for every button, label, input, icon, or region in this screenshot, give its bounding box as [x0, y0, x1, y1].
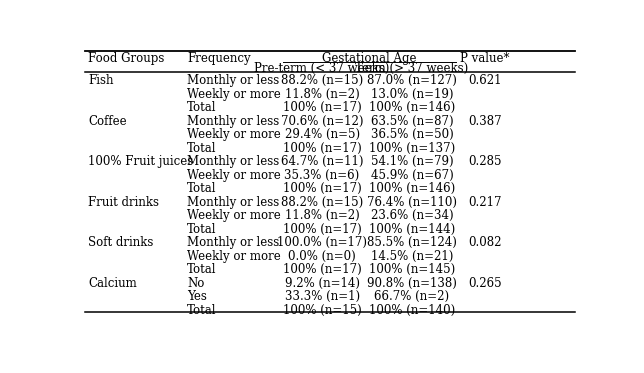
Text: Monthly or less: Monthly or less	[187, 236, 279, 249]
Text: Total: Total	[187, 223, 217, 236]
Text: Total: Total	[187, 182, 217, 195]
Text: 66.7% (n=2): 66.7% (n=2)	[374, 290, 450, 303]
Text: 54.1% (n=79): 54.1% (n=79)	[370, 155, 453, 168]
Text: 100% (n=137): 100% (n=137)	[369, 142, 455, 155]
Text: 90.8% (n=138): 90.8% (n=138)	[367, 277, 457, 290]
Text: Weekly or more: Weekly or more	[187, 169, 281, 182]
Text: 35.3% (n=6): 35.3% (n=6)	[285, 169, 360, 182]
Text: 33.3% (n=1): 33.3% (n=1)	[285, 290, 359, 303]
Text: Calcium: Calcium	[88, 277, 137, 290]
Text: Coffee: Coffee	[88, 115, 127, 128]
Text: Weekly or more: Weekly or more	[187, 88, 281, 101]
Text: 100% Fruit juices: 100% Fruit juices	[88, 155, 194, 168]
Text: Total: Total	[187, 101, 217, 114]
Text: 100% (n=146): 100% (n=146)	[369, 101, 455, 114]
Text: Weekly or more: Weekly or more	[187, 128, 281, 141]
Text: Term (> 37 weeks): Term (> 37 weeks)	[355, 62, 469, 75]
Text: 70.6% (n=12): 70.6% (n=12)	[281, 115, 363, 128]
Text: Pre-term (< 37 weeks): Pre-term (< 37 weeks)	[254, 62, 390, 75]
Text: 64.7% (n=11): 64.7% (n=11)	[281, 155, 363, 168]
Text: Food Groups: Food Groups	[88, 52, 165, 65]
Text: Fish: Fish	[88, 74, 114, 87]
Text: 0.387: 0.387	[468, 115, 502, 128]
Text: 0.621: 0.621	[468, 74, 502, 87]
Text: 85.5% (n=124): 85.5% (n=124)	[367, 236, 457, 249]
Text: 0.217: 0.217	[468, 196, 502, 209]
Text: Weekly or more: Weekly or more	[187, 209, 281, 222]
Text: 36.5% (n=50): 36.5% (n=50)	[370, 128, 453, 141]
Text: Monthly or less: Monthly or less	[187, 115, 279, 128]
Text: 9.2% (n=14): 9.2% (n=14)	[285, 277, 359, 290]
Text: 0.082: 0.082	[468, 236, 502, 249]
Text: Weekly or more: Weekly or more	[187, 250, 281, 263]
Text: 100% (n=17): 100% (n=17)	[283, 223, 361, 236]
Text: 11.8% (n=2): 11.8% (n=2)	[285, 209, 359, 222]
Text: 88.2% (n=15): 88.2% (n=15)	[281, 74, 363, 87]
Text: Yes: Yes	[187, 290, 207, 303]
Text: Total: Total	[187, 263, 217, 276]
Text: Monthly or less: Monthly or less	[187, 74, 279, 87]
Text: 0.285: 0.285	[468, 155, 502, 168]
Text: Total: Total	[187, 142, 217, 155]
Text: 87.0% (n=127): 87.0% (n=127)	[367, 74, 457, 87]
Text: Gestational Age: Gestational Age	[322, 52, 417, 65]
Text: Fruit drinks: Fruit drinks	[88, 196, 160, 209]
Text: 100% (n=17): 100% (n=17)	[283, 182, 361, 195]
Text: 100% (n=146): 100% (n=146)	[369, 182, 455, 195]
Text: 100% (n=15): 100% (n=15)	[283, 304, 361, 317]
Text: 23.6% (n=34): 23.6% (n=34)	[370, 209, 453, 222]
Text: Monthly or less: Monthly or less	[187, 155, 279, 168]
Text: 45.9% (n=67): 45.9% (n=67)	[370, 169, 453, 182]
Text: 14.5% (n=21): 14.5% (n=21)	[371, 250, 453, 263]
Text: 100% (n=140): 100% (n=140)	[369, 304, 455, 317]
Text: Frequency: Frequency	[187, 52, 251, 65]
Text: 76.4% (n=110): 76.4% (n=110)	[367, 196, 457, 209]
Text: Soft drinks: Soft drinks	[88, 236, 154, 249]
Text: No: No	[187, 277, 205, 290]
Text: 29.4% (n=5): 29.4% (n=5)	[285, 128, 359, 141]
Text: 0.0% (n=0): 0.0% (n=0)	[288, 250, 356, 263]
Text: 100% (n=144): 100% (n=144)	[369, 223, 455, 236]
Text: Total: Total	[187, 304, 217, 317]
Text: 100% (n=17): 100% (n=17)	[283, 263, 361, 276]
Text: 11.8% (n=2): 11.8% (n=2)	[285, 88, 359, 101]
Text: 63.5% (n=87): 63.5% (n=87)	[370, 115, 453, 128]
Text: 13.0% (n=19): 13.0% (n=19)	[371, 88, 453, 101]
Text: P value*: P value*	[460, 52, 509, 65]
Text: 100% (n=145): 100% (n=145)	[369, 263, 455, 276]
Text: 88.2% (n=15): 88.2% (n=15)	[281, 196, 363, 209]
Text: Monthly or less: Monthly or less	[187, 196, 279, 209]
Text: 0.265: 0.265	[468, 277, 502, 290]
Text: 100% (n=17): 100% (n=17)	[283, 101, 361, 114]
Text: 100.0% (n=17): 100.0% (n=17)	[277, 236, 367, 249]
Text: 100% (n=17): 100% (n=17)	[283, 142, 361, 155]
